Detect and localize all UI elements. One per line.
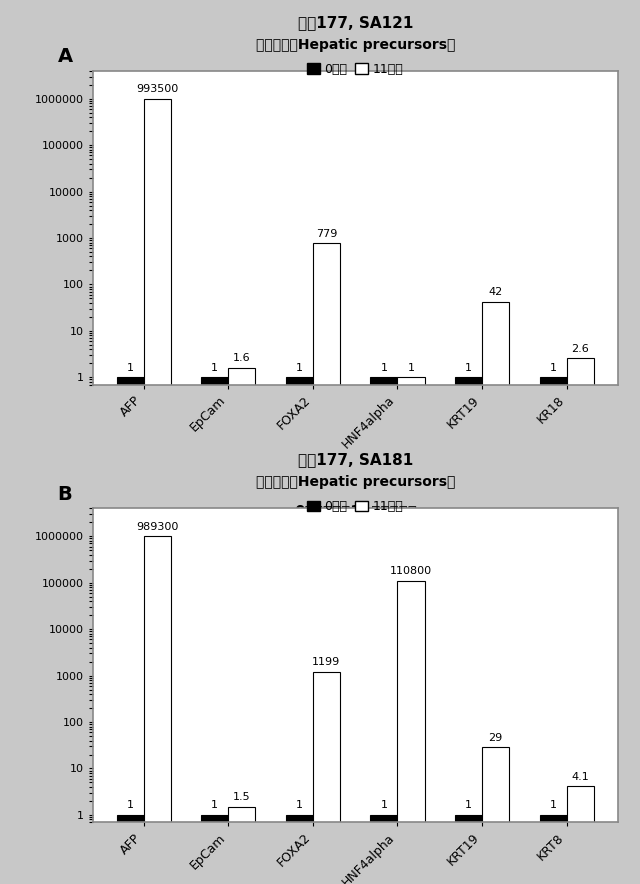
Bar	[455, 815, 482, 884]
Bar	[116, 815, 144, 884]
Text: 779: 779	[316, 229, 337, 239]
Text: 1.5: 1.5	[233, 792, 251, 803]
Bar	[201, 377, 228, 884]
Text: 993500: 993500	[136, 84, 179, 95]
Bar	[116, 377, 144, 884]
Text: 肝前駆体（Hepatic precursors）: 肝前駆体（Hepatic precursors）	[255, 38, 455, 52]
Text: 1: 1	[380, 362, 387, 373]
Text: 0日目およㄓ11日目に分析: 0日目およㄓ11日目に分析	[294, 504, 417, 519]
Text: 1: 1	[380, 800, 387, 811]
Text: 1: 1	[465, 800, 472, 811]
Bar	[313, 243, 340, 884]
Legend: 0日目, 11日目: 0日目, 11日目	[307, 500, 403, 514]
Text: A: A	[58, 48, 73, 66]
Text: 1.6: 1.6	[233, 354, 251, 363]
Bar	[371, 377, 397, 884]
Text: 1: 1	[211, 362, 218, 373]
Bar	[566, 358, 594, 884]
Text: 実验177, SA181: 実验177, SA181	[298, 453, 413, 468]
Text: B: B	[58, 485, 72, 504]
Text: 2.6: 2.6	[572, 344, 589, 354]
Bar	[144, 537, 171, 884]
Text: 110800: 110800	[390, 566, 432, 576]
Text: 4.1: 4.1	[572, 772, 589, 782]
Text: 989300: 989300	[136, 522, 179, 532]
Bar	[313, 672, 340, 884]
Text: 1: 1	[296, 800, 303, 811]
Text: 1199: 1199	[312, 658, 340, 667]
Bar	[228, 368, 255, 884]
Bar	[286, 815, 313, 884]
Text: 1: 1	[296, 362, 303, 373]
Bar	[540, 815, 566, 884]
Bar	[286, 377, 313, 884]
Bar	[228, 807, 255, 884]
Text: 実验177, SA121: 実验177, SA121	[298, 15, 413, 30]
Text: 1: 1	[465, 362, 472, 373]
Text: 肝前駆体（Hepatic precursors）: 肝前駆体（Hepatic precursors）	[255, 476, 455, 490]
Bar	[455, 377, 482, 884]
Legend: 0日目, 11日目: 0日目, 11日目	[307, 63, 403, 76]
Text: 1: 1	[550, 362, 557, 373]
Bar	[482, 302, 509, 884]
Bar	[566, 787, 594, 884]
Bar	[201, 815, 228, 884]
Bar	[397, 581, 424, 884]
Text: 1: 1	[211, 800, 218, 811]
Bar	[540, 377, 566, 884]
Bar	[371, 815, 397, 884]
Text: 1: 1	[408, 362, 415, 373]
Bar	[144, 99, 171, 884]
Text: 1: 1	[127, 362, 134, 373]
Text: 1: 1	[127, 800, 134, 811]
Bar	[397, 377, 424, 884]
Text: 29: 29	[488, 733, 503, 743]
Text: 1: 1	[550, 800, 557, 811]
Bar	[482, 747, 509, 884]
Text: 42: 42	[488, 287, 503, 297]
